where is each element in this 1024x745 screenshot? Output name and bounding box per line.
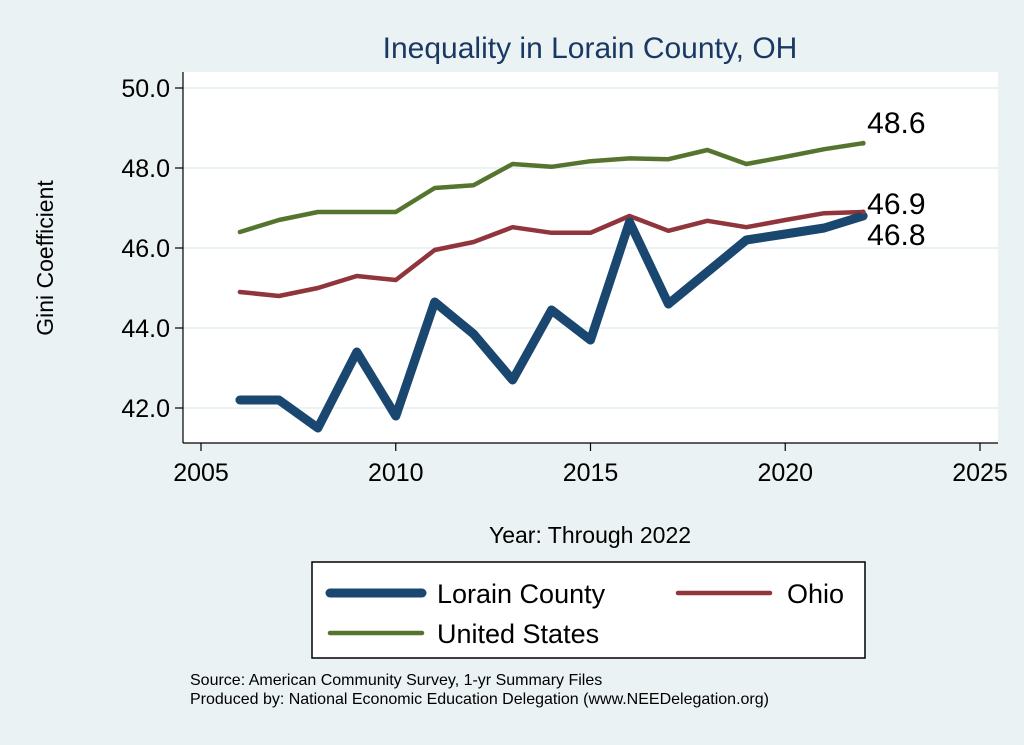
end-marker: [860, 213, 866, 219]
x-tick-label: 2015: [563, 459, 619, 487]
y-axis-label: Gini Coefficient: [32, 180, 58, 336]
legend-box: [311, 561, 866, 659]
plot-area: [183, 72, 998, 443]
series-line-united-states: [237, 140, 866, 235]
end-labels: 46.846.9 48.6: [860, 107, 926, 252]
legend-label: Lorain County: [437, 579, 606, 609]
x-tick-label: 2005: [173, 459, 229, 487]
end-marker: [860, 209, 866, 215]
x-tick-label: 2025: [952, 459, 1008, 487]
source-note: Source: American Community Survey, 1-yr …: [190, 671, 769, 709]
x-tick-label: 2010: [368, 459, 424, 487]
x-tick-label: 2020: [757, 459, 813, 487]
y-tick-label: 50.0: [121, 75, 170, 103]
y-tick-label: 42.0: [121, 395, 170, 423]
end-value-label: 48.6: [867, 107, 925, 140]
y-tick-label: 46.0: [121, 235, 170, 263]
series-group: [235, 140, 868, 433]
producer-line: Produced by: National Economic Education…: [190, 691, 769, 708]
source-line: Source: American Community Survey, 1-yr …: [190, 672, 603, 689]
end-value-label: 46.9: [867, 188, 925, 221]
y-tick-label: 44.0: [121, 315, 170, 343]
series-line-lorain-county: [235, 211, 868, 433]
legend-label: Ohio: [787, 579, 844, 609]
y-tick-label: 48.0: [121, 155, 170, 183]
legend: Lorain County Ohio United States: [311, 561, 866, 659]
x-axis-label: Year: Through 2022: [489, 522, 691, 548]
chart-title: Inequality in Lorain County, OH: [383, 32, 798, 65]
axes: 42.0 44.0 46.0 48.0 50.0 2005 2010 2015 2020 2025: [121, 72, 1008, 487]
end-marker: [860, 140, 866, 146]
end-value-label: 46.8: [867, 219, 925, 252]
legend-label: United States: [437, 619, 599, 649]
line-chart: Inequality in Lorain County, OH 42.0 44.0…: [32, 32, 1008, 659]
series-line-ohio: [237, 209, 866, 299]
